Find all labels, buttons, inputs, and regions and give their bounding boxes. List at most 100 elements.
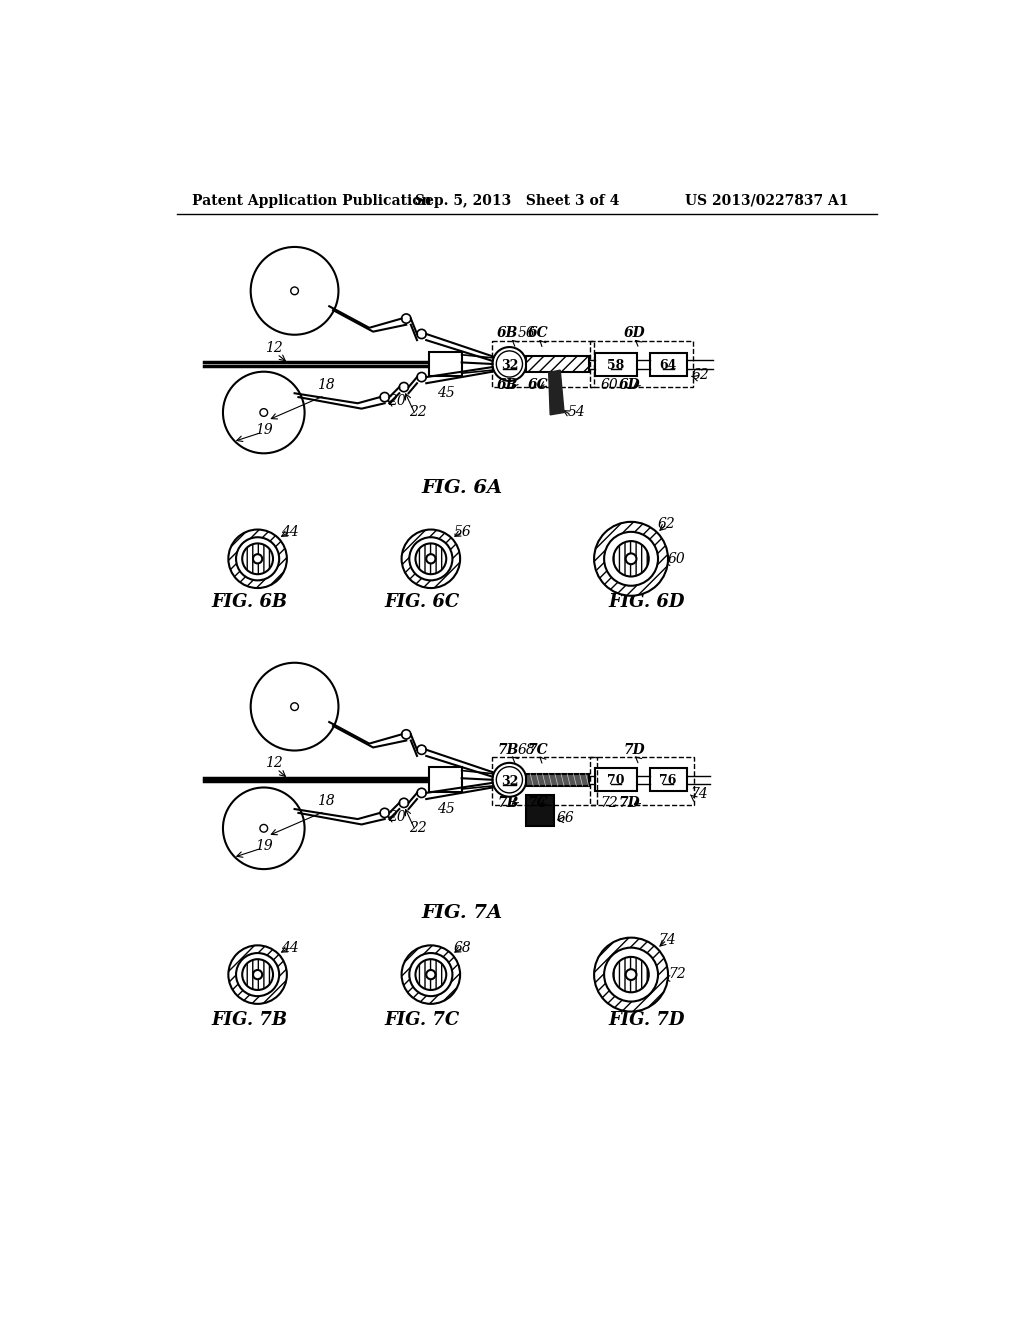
Circle shape (497, 351, 522, 378)
Bar (649, 768, 686, 792)
Text: 6D: 6D (618, 379, 640, 392)
Text: 45: 45 (437, 801, 455, 816)
Circle shape (401, 314, 411, 323)
Bar (595, 768, 637, 792)
Text: Patent Application Publication: Patent Application Publication (193, 194, 432, 207)
Bar (650, 354, 686, 376)
Text: 7B: 7B (497, 743, 518, 756)
Text: FIG. 6A: FIG. 6A (421, 479, 502, 496)
Text: 7D: 7D (624, 743, 645, 756)
Text: FIG. 6C: FIG. 6C (385, 593, 460, 611)
Text: 72: 72 (600, 796, 618, 809)
Text: 20: 20 (388, 809, 407, 824)
Bar (429, 767, 462, 792)
Circle shape (380, 808, 389, 817)
Text: FIG. 7D: FIG. 7D (608, 1011, 684, 1028)
Circle shape (253, 970, 262, 979)
Circle shape (399, 383, 409, 392)
Circle shape (626, 553, 637, 564)
Circle shape (497, 767, 522, 793)
Circle shape (237, 537, 280, 581)
Text: FIG. 7B: FIG. 7B (211, 1011, 288, 1028)
Text: 32: 32 (501, 359, 518, 372)
Text: Sep. 5, 2013   Sheet 3 of 4: Sep. 5, 2013 Sheet 3 of 4 (416, 194, 620, 207)
Circle shape (626, 969, 637, 979)
Text: 45: 45 (437, 385, 455, 400)
Text: FIG. 7C: FIG. 7C (385, 1011, 460, 1028)
Text: 76: 76 (659, 774, 677, 787)
Circle shape (417, 788, 426, 797)
Text: 7C: 7C (528, 796, 549, 809)
Text: 6B: 6B (497, 379, 518, 392)
Text: 64: 64 (659, 359, 677, 372)
Text: 72: 72 (668, 968, 686, 982)
Circle shape (243, 544, 273, 574)
Circle shape (243, 960, 273, 990)
Text: 62: 62 (658, 517, 676, 531)
Bar (493, 758, 597, 805)
Text: 18: 18 (316, 795, 335, 808)
Circle shape (613, 541, 649, 577)
Bar (590, 758, 694, 805)
Text: 19: 19 (255, 840, 273, 853)
Circle shape (410, 537, 453, 581)
Text: 18: 18 (316, 379, 335, 392)
Text: 6C: 6C (528, 326, 549, 341)
Text: 44: 44 (281, 941, 298, 954)
Text: US 2013/0227837 A1: US 2013/0227837 A1 (685, 194, 849, 207)
Text: 6C: 6C (528, 379, 549, 392)
Text: FIG. 6D: FIG. 6D (608, 593, 684, 611)
Circle shape (417, 372, 426, 381)
Circle shape (594, 521, 668, 595)
Text: 22: 22 (410, 821, 427, 836)
Text: 32: 32 (501, 775, 518, 788)
Text: 19: 19 (255, 422, 273, 437)
Text: 62: 62 (691, 368, 709, 381)
Circle shape (493, 347, 526, 381)
Text: 68: 68 (518, 743, 536, 756)
Polygon shape (549, 370, 564, 414)
Circle shape (253, 554, 262, 564)
Text: 12: 12 (265, 756, 283, 771)
Circle shape (380, 392, 389, 401)
Text: 58: 58 (607, 359, 625, 372)
Bar (526, 356, 590, 372)
Text: 74: 74 (658, 933, 676, 946)
Circle shape (493, 763, 526, 797)
Bar (429, 351, 462, 376)
Text: 68: 68 (454, 941, 472, 954)
Text: FIG. 6B: FIG. 6B (211, 593, 288, 611)
Text: 12: 12 (265, 342, 283, 355)
Bar (493, 341, 594, 387)
Circle shape (401, 730, 411, 739)
Circle shape (604, 532, 658, 586)
Circle shape (416, 960, 446, 990)
Text: 20: 20 (388, 393, 407, 408)
Circle shape (604, 948, 658, 1002)
Text: 22: 22 (410, 405, 427, 420)
Circle shape (401, 945, 460, 1003)
Circle shape (417, 744, 426, 755)
Text: 60: 60 (668, 552, 686, 566)
Circle shape (613, 957, 649, 993)
Bar (595, 354, 637, 376)
Text: 70: 70 (607, 774, 625, 787)
Text: 66: 66 (556, 810, 574, 825)
Bar (590, 341, 692, 387)
Circle shape (228, 945, 287, 1003)
Circle shape (426, 554, 435, 564)
Text: 6D: 6D (624, 326, 645, 341)
Bar (526, 795, 554, 826)
Circle shape (417, 330, 426, 339)
Text: 7B: 7B (497, 796, 518, 809)
Text: FIG. 7A: FIG. 7A (421, 904, 502, 921)
Bar (526, 774, 590, 785)
Circle shape (228, 529, 287, 589)
Circle shape (399, 799, 409, 808)
Circle shape (410, 953, 453, 997)
Circle shape (237, 953, 280, 997)
Circle shape (416, 544, 446, 574)
Circle shape (401, 529, 460, 589)
Text: 44: 44 (281, 525, 298, 539)
Text: 7D: 7D (618, 796, 640, 809)
